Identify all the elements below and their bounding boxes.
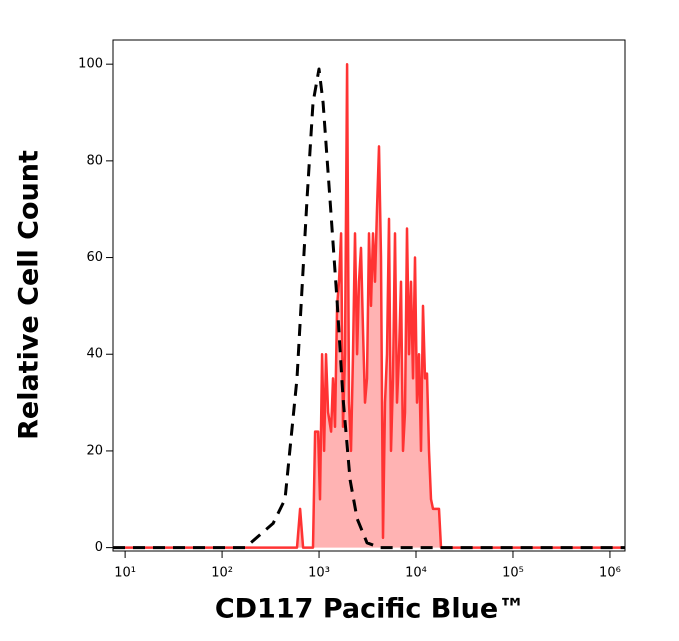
x-tick-label: 10⁵ xyxy=(502,566,524,581)
y-axis-title: Relative Cell Count xyxy=(14,150,45,440)
y-tick-label: 80 xyxy=(86,153,103,168)
x-tick-label: 10¹ xyxy=(114,566,136,581)
y-tick-label: 40 xyxy=(86,347,103,362)
x-tick-label: 10⁶ xyxy=(599,566,621,581)
x-axis-title: CD117 Pacific Blue™ xyxy=(215,594,525,625)
y-tick-label: 60 xyxy=(86,250,103,265)
y-tick-label: 20 xyxy=(86,443,103,458)
y-tick-label: 0 xyxy=(95,540,103,555)
plot-frame xyxy=(112,39,626,552)
histogram-line xyxy=(113,67,625,550)
histogram-line xyxy=(113,62,625,549)
y-tick-label: 100 xyxy=(78,57,103,72)
x-tick-label: 10² xyxy=(211,566,233,581)
x-tick-label: 10³ xyxy=(308,566,330,581)
x-tick-label: 10⁴ xyxy=(405,566,427,581)
